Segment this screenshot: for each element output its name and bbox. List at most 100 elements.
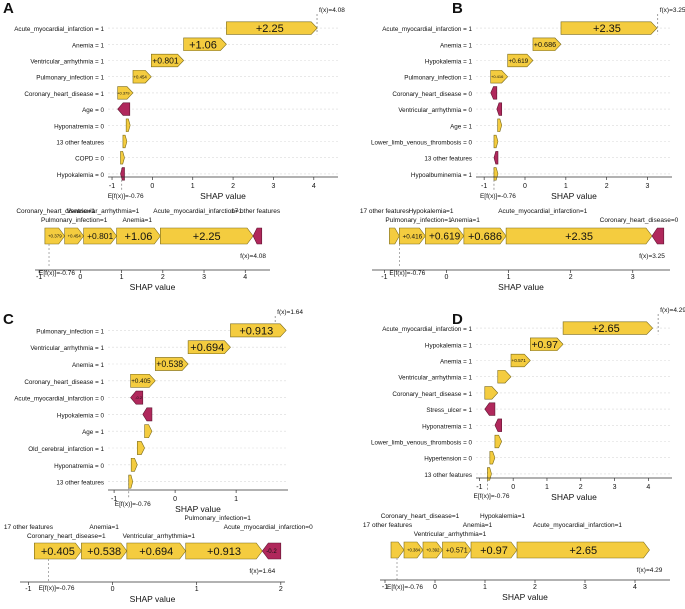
base-label: E[f(x)]=-0.76 <box>108 193 144 200</box>
force-segment <box>425 227 465 245</box>
value-label: +0.538 <box>156 359 183 369</box>
force-feature-name: Anemia=1 <box>123 217 153 224</box>
force-segment-label: +0.686 <box>468 231 502 243</box>
feature-label: Hypoalbuminemia = 1 <box>411 172 473 179</box>
force-fx-label: f(x)=3.25 <box>639 253 665 260</box>
waterfall-bar <box>507 53 534 68</box>
force-segment <box>83 227 118 245</box>
waterfall-bar <box>489 451 496 465</box>
force-feature-name: 17 other features <box>4 524 54 531</box>
force-segment <box>463 227 507 245</box>
force-feature-name: Acute_myocardial_infarction=0 <box>224 524 313 531</box>
feature-label: Age = 1 <box>82 429 104 436</box>
waterfall-bar <box>560 21 658 35</box>
x-tick-label: 0 <box>150 183 154 190</box>
waterfall-bar <box>187 340 231 355</box>
force-segment <box>505 227 653 245</box>
force-feature-name: Hypokalemia=1 <box>408 208 453 215</box>
feature-label: Ventricular_arrhythmia = 1 <box>30 59 104 66</box>
feature-label: Hypokalemia = 0 <box>57 172 105 179</box>
force-feature-name: Ventricular_arrhythmia=1 <box>123 533 196 540</box>
x-tick-label: -1 <box>476 484 482 491</box>
waterfall-bar <box>496 102 503 116</box>
value-label: +0.913 <box>239 325 273 337</box>
feature-label: Hyponatremia = 0 <box>54 463 104 470</box>
force-segment-label: +2.65 <box>569 545 597 557</box>
force-x-axis-label: SHAP value <box>130 594 176 604</box>
force-feature-name: Coronary_heart_disease=0 <box>600 217 679 224</box>
base-label: E[f(x)]=-0.76 <box>115 501 151 508</box>
force-segment <box>403 541 424 559</box>
value-label: +0.801 <box>152 56 179 66</box>
x-tick-label: 4 <box>646 484 650 491</box>
feature-label: Pulmonary_infection = 1 <box>36 75 104 82</box>
x-tick-label: 0 <box>173 496 177 503</box>
waterfall-bar <box>484 386 499 400</box>
force-x-tick-label: 0 <box>445 274 449 281</box>
force-x-axis-label: SHAP value <box>130 282 176 292</box>
x-tick-label: 1 <box>191 183 195 190</box>
force-x-tick-label: 2 <box>161 274 165 281</box>
force-segment-label: +2.35 <box>565 231 593 243</box>
value-label: +0.405 <box>131 378 151 385</box>
force-x-tick-label: 2 <box>279 586 283 593</box>
force-segment-label: +0.384 <box>407 548 421 553</box>
waterfall-bar <box>130 457 138 472</box>
force-x-tick-label: -1 <box>382 584 388 591</box>
force-segment-label: +0.913 <box>207 546 241 558</box>
force-x-tick-label: 0 <box>433 584 437 591</box>
value-label: -0.2 <box>135 395 143 400</box>
force-feature-name: Acute_myocardial_infarction=1 <box>498 208 587 215</box>
force-x-tick-label: 1 <box>195 586 199 593</box>
force-feature-name: Pulmonary_infection=1 <box>185 515 252 522</box>
waterfall-bar <box>532 37 562 51</box>
force-feature-name: Pulmonary_infection=1 <box>41 217 108 224</box>
force-segment <box>422 541 443 559</box>
x-tick-label: 1 <box>564 183 568 190</box>
x-tick-label: 1 <box>545 484 549 491</box>
feature-label: Age = 0 <box>82 107 104 114</box>
force-base-label: E[f(x)]=-0.76 <box>39 585 75 592</box>
feature-label: Ventricular_arrhythmia = 0 <box>398 107 472 114</box>
feature-label: Anemia = 1 <box>72 42 105 49</box>
force-feature-name: Ventricular_arrhythmia=1 <box>414 531 487 538</box>
waterfall-bar <box>490 70 509 84</box>
value-label: +1.06 <box>189 39 217 51</box>
force-x-tick-label: -1 <box>25 586 31 593</box>
force-segment <box>126 542 187 560</box>
force-x-tick-label: 1 <box>507 274 511 281</box>
waterfall-bar <box>493 134 499 149</box>
force-segment-label: +2.25 <box>193 231 221 243</box>
force-segment <box>160 227 254 245</box>
value-label: +0.416 <box>491 74 504 79</box>
force-x-tick-label: 3 <box>631 274 635 281</box>
force-feature-name: Anemia=1 <box>450 217 480 224</box>
x-tick-label: -1 <box>109 183 115 190</box>
panel-title: D <box>452 311 463 328</box>
feature-label: Hypokalemia = 1 <box>425 342 473 349</box>
waterfall-bar <box>154 357 189 371</box>
feature-label: Acute_myocardial_infarction = 1 <box>382 326 472 333</box>
waterfall-bar <box>120 151 125 165</box>
force-segment <box>81 542 128 560</box>
waterfall-bar <box>183 37 227 51</box>
value-label: +0.97 <box>531 340 558 351</box>
value-label: +0.619 <box>508 58 528 65</box>
value-label: +0.571 <box>512 358 527 363</box>
x-tick-label: 2 <box>605 183 609 190</box>
panel-C: C Pulmonary_infection = 1 +0.913 Ventricula… <box>3 309 313 604</box>
force-feature-name: Coronary_heart_disease=1 <box>16 208 95 215</box>
feature-label: 13 other features <box>56 480 104 487</box>
x-tick-label: 2 <box>579 484 583 491</box>
force-feature-name: Pulmonary_infection=1 <box>385 217 452 224</box>
feature-label: Lower_limb_venous_thrombosis = 0 <box>371 440 472 447</box>
waterfall-bar <box>117 102 131 116</box>
force-segment <box>516 541 650 559</box>
waterfall-bar <box>120 167 125 181</box>
feature-label: Ventricular_arrhythmia = 1 <box>30 345 104 352</box>
panel-B: B Acute_myocardial_infarction = 1 +2.35 Ane… <box>360 0 685 292</box>
force-fx-label: f(x)=4.29 <box>637 567 663 574</box>
feature-label: Hypokalemia = 1 <box>425 59 473 66</box>
force-segment <box>390 541 405 559</box>
